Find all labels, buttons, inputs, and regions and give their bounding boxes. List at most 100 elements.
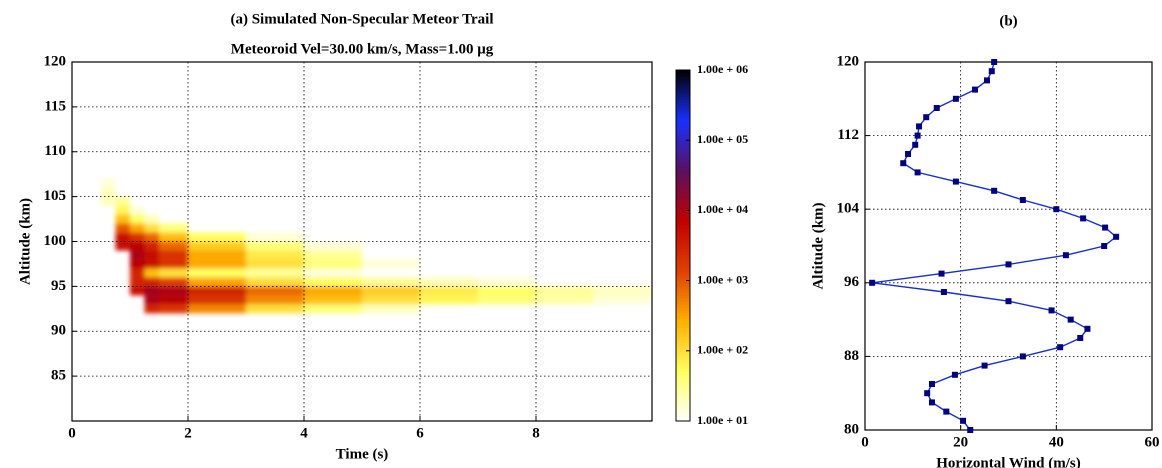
colorbar-segment xyxy=(676,321,690,326)
colorbar-segment xyxy=(676,175,690,179)
heat-cell xyxy=(304,250,362,260)
colorbar-segment xyxy=(676,412,690,416)
colorbar-segment xyxy=(676,333,690,337)
colorbar-segment xyxy=(676,122,690,127)
colorbar-segment xyxy=(676,236,690,241)
heat-cell xyxy=(188,286,246,296)
x-axis-label: Horizontal Wind (m/s) xyxy=(936,455,1080,468)
heat-cell xyxy=(130,241,145,251)
colorbar-tick-label: 1.00e + 05 xyxy=(697,132,748,146)
heat-cell xyxy=(188,241,246,251)
colorbar-segment xyxy=(676,263,690,267)
wind-marker xyxy=(900,160,907,167)
heat-cell xyxy=(159,259,188,269)
colorbar-segment xyxy=(676,84,690,89)
heat-cell xyxy=(130,232,145,242)
wind-marker xyxy=(951,371,958,378)
chart-title: (a) Simulated Non-Specular Meteor Trail xyxy=(230,11,493,27)
heat-cell xyxy=(144,295,159,305)
colorbar-segment xyxy=(676,359,690,364)
colorbar-segment xyxy=(676,415,690,419)
colorbar-segment xyxy=(676,409,690,413)
wind-marker xyxy=(1067,316,1074,323)
heat-cell xyxy=(362,277,420,287)
colorbar-segment xyxy=(676,181,690,185)
x-tick-label: 6 xyxy=(416,425,424,441)
wind-marker xyxy=(1005,261,1012,268)
colorbar-segment xyxy=(676,154,690,159)
wind-marker xyxy=(943,408,950,415)
heat-cell xyxy=(188,268,246,278)
wind-marker xyxy=(914,169,921,176)
colorbar-segment xyxy=(676,289,690,293)
y-tick-label: 80 xyxy=(844,421,859,437)
colorbar-segment xyxy=(676,324,690,328)
heat-cell xyxy=(115,232,130,242)
colorbar-segment xyxy=(676,227,690,232)
heat-cell xyxy=(144,232,159,242)
heatmap-cells xyxy=(101,178,652,314)
x-tick-label: 40 xyxy=(1049,434,1064,450)
heat-cell xyxy=(144,250,159,260)
chart-subtitle: Meteoroid Vel=30.00 km/s, Mass=1.00 μg xyxy=(231,41,494,57)
colorbar-segment xyxy=(676,222,690,226)
colorbar-segment xyxy=(676,110,690,115)
colorbar-segment xyxy=(676,350,690,355)
heat-cell xyxy=(188,259,246,269)
wind-marker xyxy=(981,362,988,369)
heat-cell xyxy=(188,304,246,314)
y-tick-label: 105 xyxy=(44,188,67,204)
wind-marker xyxy=(983,77,990,84)
colorbar-segment xyxy=(676,260,690,264)
wind-marker xyxy=(916,123,923,130)
colorbar-tick-label: 1.00e + 06 xyxy=(697,62,748,76)
colorbar-segment xyxy=(676,195,690,200)
colorbar-segment xyxy=(676,304,690,308)
colorbar-segment xyxy=(676,198,690,203)
heat-cell xyxy=(246,286,304,296)
colorbar-segment xyxy=(676,397,690,402)
x-tick-label: 0 xyxy=(861,434,869,450)
heat-cell xyxy=(304,295,362,305)
y-tick-label: 100 xyxy=(44,233,67,249)
heat-cell xyxy=(144,214,159,224)
colorbar-segment xyxy=(676,178,690,182)
x-tick-label: 20 xyxy=(953,434,968,450)
heat-cell xyxy=(115,196,130,206)
heat-cell xyxy=(130,268,145,278)
colorbar-segment xyxy=(676,312,690,317)
colorbar-segment xyxy=(676,172,690,176)
heat-cell xyxy=(115,223,130,233)
heat-cell xyxy=(159,286,188,296)
heat-cell xyxy=(101,178,116,188)
y-tick-label: 90 xyxy=(51,323,66,339)
heat-cell xyxy=(304,277,362,287)
heat-cell xyxy=(246,250,304,260)
colorbar-segment xyxy=(676,187,690,191)
wind-marker xyxy=(1057,344,1064,351)
colorbar-segment xyxy=(676,374,690,378)
colorbar-segment xyxy=(676,344,690,349)
heat-cell xyxy=(246,304,304,314)
heat-cell xyxy=(144,277,159,287)
wind-marker xyxy=(928,381,935,387)
colorbar-segment xyxy=(676,388,690,393)
heat-cell xyxy=(130,277,145,287)
colorbar-segment xyxy=(676,157,690,162)
heat-cell xyxy=(101,196,116,206)
colorbar-segment xyxy=(676,403,690,407)
heat-cell xyxy=(420,286,478,296)
heat-cell xyxy=(304,259,362,269)
heat-cell xyxy=(144,304,159,314)
heat-cell xyxy=(246,259,304,269)
colorbar-segment xyxy=(676,277,690,282)
colorbar-segment xyxy=(676,347,690,352)
heat-cell xyxy=(144,259,159,269)
colorbar-segment xyxy=(676,213,690,217)
colorbar-segment xyxy=(676,391,690,396)
heat-cell xyxy=(188,232,246,242)
y-tick-label: 95 xyxy=(51,278,66,294)
heat-cell xyxy=(188,295,246,305)
heat-cell xyxy=(536,286,594,296)
